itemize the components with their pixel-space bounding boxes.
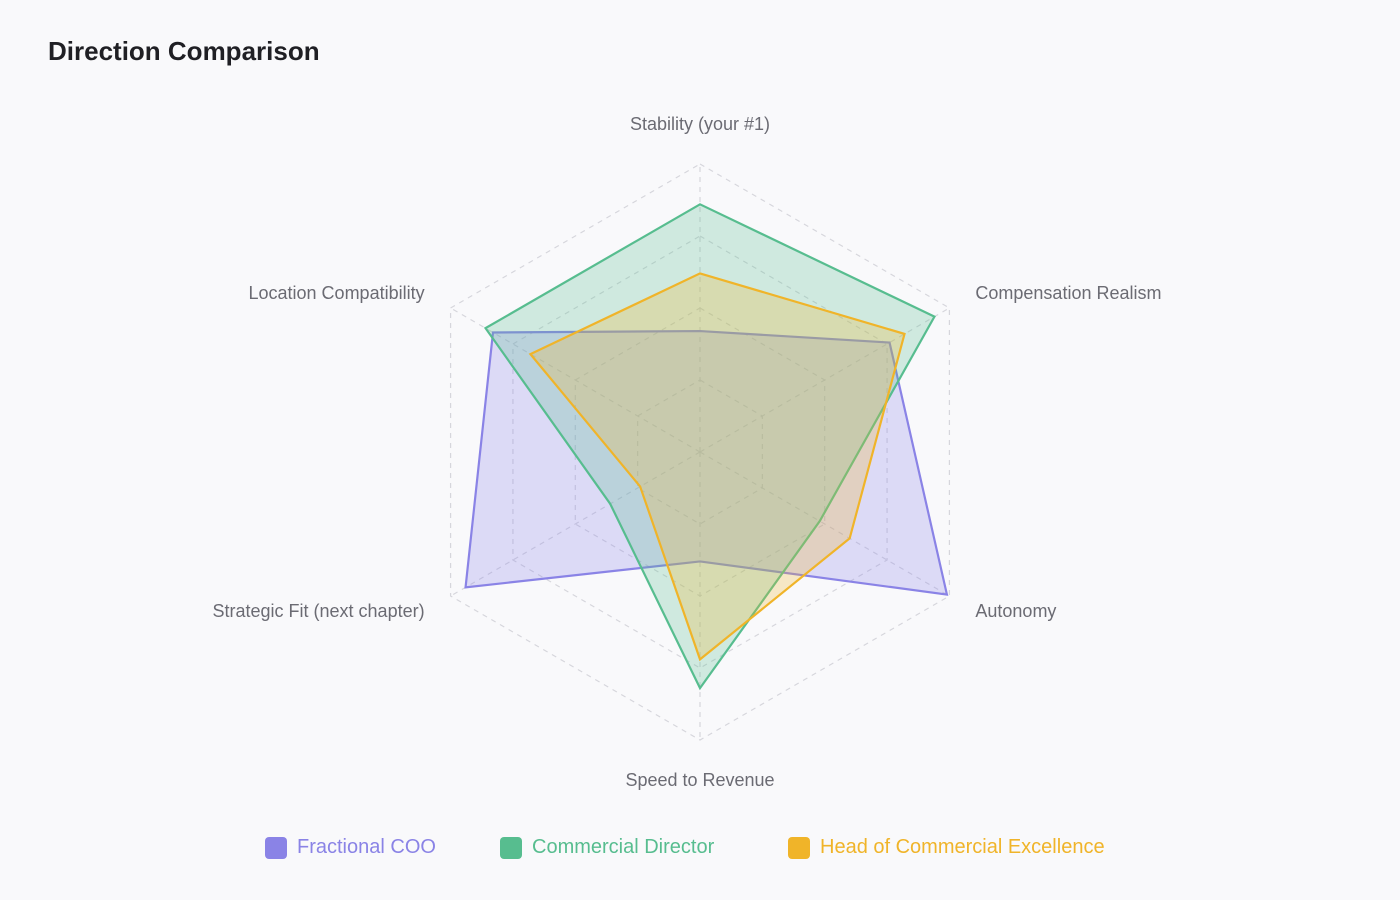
legend-swatch (500, 836, 522, 859)
legend: Fractional COO Commercial Director Head of… (0, 836, 1400, 866)
grid-spoke (699, 307, 950, 453)
legend-swatch (788, 836, 810, 859)
legend-item[interactable]: Fractional COO (265, 836, 436, 859)
legend-label: Commercial Director (532, 836, 715, 858)
legend-swatch (265, 836, 287, 859)
series-area-0 (464, 329, 949, 596)
axis-label: Strategic Fit (next chapter) (213, 601, 425, 621)
legend-label: Head of Commercial Excellence (820, 836, 1105, 858)
radar-grid (449, 163, 951, 741)
axis-label: Autonomy (975, 601, 1056, 621)
legend-label: Fractional COO (297, 836, 436, 858)
radar-series (464, 203, 949, 691)
axis-label: Stability (your #1) (630, 114, 770, 134)
grid-spoke (450, 451, 701, 597)
grid-ring (512, 235, 888, 669)
axis-labels: Stability (your #1) Compensation Realism A… (213, 114, 1162, 790)
axis-label: Location Compatibility (249, 283, 425, 303)
series-area-2 (528, 272, 906, 662)
legend-item[interactable]: Commercial Director (500, 836, 714, 859)
grid-spoke (699, 451, 950, 597)
chart-title: Direction Comparison (48, 36, 320, 66)
grid-ring (449, 163, 951, 741)
legend-item[interactable]: Head of Commercial Excellence (788, 836, 1105, 859)
axis-label: Speed to Revenue (625, 770, 774, 790)
axis-label: Compensation Realism (975, 283, 1161, 303)
series-area-1 (483, 203, 936, 691)
